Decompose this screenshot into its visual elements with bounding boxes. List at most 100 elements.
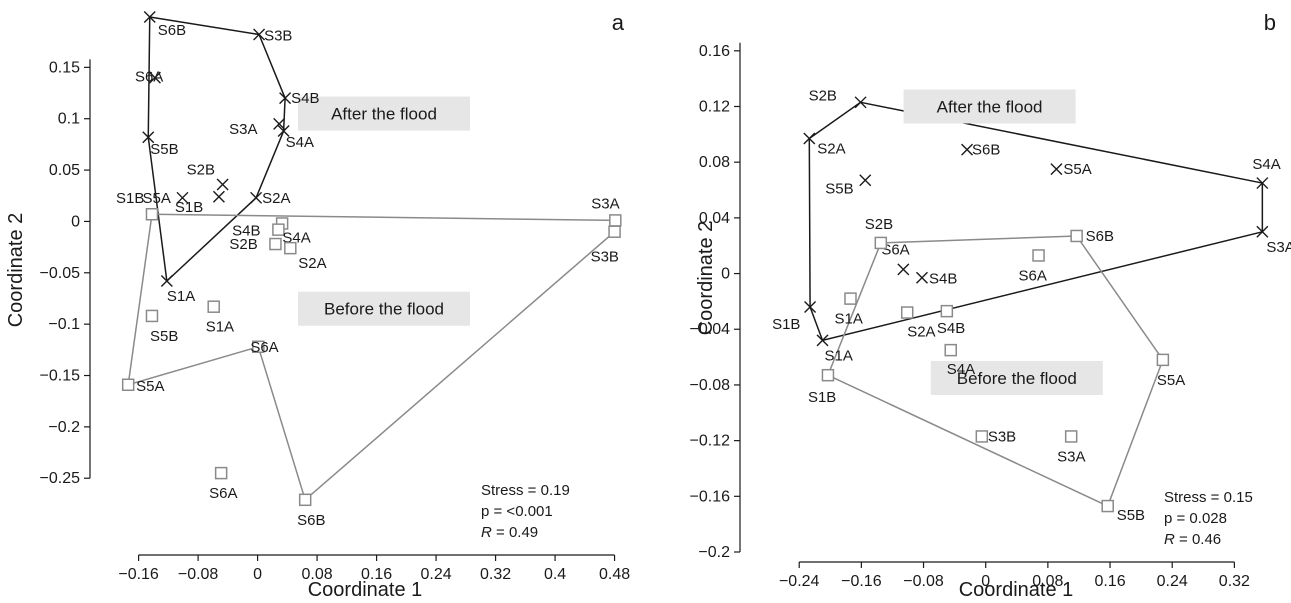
panel-b-before-point-s1b bbox=[821, 368, 835, 382]
panel-a-y-tick-label: 0 bbox=[71, 213, 80, 230]
panel-a-after-point-s3b bbox=[253, 28, 266, 41]
panel-b-y-axis-title: Coordinate 2 bbox=[695, 221, 717, 336]
panel-b-y-tick-label: −0.12 bbox=[690, 433, 731, 450]
panel-b-after-point-s1b bbox=[804, 300, 817, 313]
panel-a-r-value-text: R = 0.49 bbox=[481, 524, 538, 541]
panel-b-y-tick-label: 0.08 bbox=[699, 154, 730, 171]
panel-a-point-label: S6A bbox=[250, 339, 278, 356]
panel-a-before-point-s4a bbox=[272, 223, 285, 236]
panel-b-point-label: S5B bbox=[825, 180, 853, 197]
panel-a-annotation-text: After the flood bbox=[331, 105, 437, 124]
panel-a-point-label: S1A bbox=[167, 288, 195, 305]
panel-a-y-tick-label: −0.15 bbox=[40, 368, 81, 385]
panel-b-point-label: S1A bbox=[825, 347, 853, 364]
panel-a-before-point-s5a bbox=[121, 378, 135, 392]
panel-b-axes: −0.24 −0.16 −0.08 0 0.08 0.16 0.24 0.32 −0.2 −0.1… bbox=[690, 42, 1250, 590]
panel-b-after-point-s2b bbox=[854, 96, 867, 109]
panel-a-after-point-s5b bbox=[142, 131, 155, 144]
panel-b-point-label: S4B bbox=[937, 320, 965, 337]
panel-a-point-label: S1A bbox=[206, 319, 234, 336]
panel-a-annotation-box bbox=[298, 291, 471, 326]
panel-a-y-tick-label: −0.25 bbox=[40, 470, 81, 487]
panel-a-axes: −0.16 −0.08 0 0.08 0.16 0.24 0.32 0.4 0.48 −0.25 −… bbox=[40, 59, 630, 583]
panel-a-before-point-s1b bbox=[145, 207, 159, 221]
panel-b-p-value-text: p = 0.028 bbox=[1164, 510, 1227, 527]
panel-a-point-label: S5B bbox=[150, 328, 178, 345]
panel-b-stress-text: Stress = 0.15 bbox=[1164, 489, 1253, 506]
panel-a-hull-before bbox=[127, 213, 617, 502]
panel-b-after-point-s6a bbox=[897, 263, 910, 276]
panel-b-before-point-s5b bbox=[1101, 499, 1114, 513]
panel-b-before-point-s3b bbox=[975, 430, 989, 443]
panel-a-point-label: S1B bbox=[116, 190, 144, 207]
panel-a-point-label: S3A bbox=[229, 121, 257, 138]
panel-a-y-axis-title: Coordinate 2 bbox=[5, 213, 27, 328]
panel-a-r-value: = 0.49 bbox=[492, 524, 538, 541]
panel-b-point-label: S2A bbox=[817, 141, 845, 158]
panel-a-annotation-before: Before the flood bbox=[298, 291, 471, 326]
panel-a-after-point-s6a bbox=[148, 71, 161, 84]
panel-b-before-point-s2a bbox=[900, 306, 914, 319]
panel-a-after-point-s1b bbox=[212, 190, 225, 203]
panel-a-x-tick-label: 0.16 bbox=[361, 566, 392, 583]
panel-b-x-tick-label: 0 bbox=[981, 573, 990, 590]
panel-b-y-tick-label: 0 bbox=[721, 266, 730, 283]
panel-b-after-point-s1a bbox=[816, 334, 829, 347]
panel-a-before-point-s5b bbox=[145, 309, 159, 323]
panel-b-y-tick-label: 0.04 bbox=[699, 210, 730, 227]
panel-b-before-point-s5a bbox=[1156, 353, 1170, 367]
panel-b-before-point-s3a bbox=[1064, 430, 1078, 443]
panel-a-after-point-s3a bbox=[273, 117, 286, 130]
panel-a-after-point-s4b bbox=[279, 92, 292, 105]
panel-b-before-point-s4b bbox=[940, 304, 954, 318]
panel-b-stats: Stress = 0.15 p = 0.028 R = 0.46 bbox=[1164, 489, 1253, 548]
panel-a-point-label: S2A bbox=[298, 255, 326, 272]
panel-b-annotation-box bbox=[930, 360, 1103, 395]
panel-b-y-tick-label: −0.16 bbox=[690, 488, 731, 505]
panel-a-before-point-s2a bbox=[284, 241, 297, 255]
panel-b-y-tick-label: −0.08 bbox=[690, 377, 731, 394]
panel-a-after-point-s5a bbox=[176, 191, 189, 204]
panel-a-x-axis-title: Coordinate 1 bbox=[308, 579, 423, 601]
panel-b-y-tick-label: −0.04 bbox=[690, 321, 731, 338]
panel-b-x-tick-label: −0.24 bbox=[779, 573, 820, 590]
panel-a-point-label: S3B bbox=[591, 249, 619, 266]
panel-a-x-tick-label: 0.32 bbox=[480, 566, 511, 583]
panel-a-x-tick-label: −0.16 bbox=[118, 566, 159, 583]
panel-b-x-tick-label: 0.16 bbox=[1094, 573, 1125, 590]
panel-b-x-tick-label: 0.32 bbox=[1219, 573, 1250, 590]
panel-a-after-point-s2b bbox=[216, 178, 229, 191]
panel-a-point-label: S2B bbox=[187, 161, 215, 178]
panel-a-y-tick-label: −0.05 bbox=[40, 265, 81, 282]
panel-a-point-label: S3B bbox=[264, 27, 292, 44]
panel-a-annotation-text: Before the flood bbox=[324, 300, 444, 319]
panel-b-hull-before bbox=[826, 235, 1164, 508]
panel-b-point-label: S5A bbox=[1157, 372, 1185, 389]
panel-a-annotation-box bbox=[298, 96, 471, 131]
panel-a-point-label: S2B bbox=[229, 236, 257, 253]
panel-b-annotation-after: After the flood bbox=[903, 89, 1076, 124]
panel-a-after-point-s4a bbox=[277, 125, 290, 138]
panel-a-point-label: S6A bbox=[209, 485, 237, 502]
panel-a-chart: a Coordinate 1 Coordinate 2 Stress = 0.1… bbox=[5, 10, 630, 601]
panel-a-y-tick-label: 0.1 bbox=[58, 111, 80, 128]
panel-b-after-point-s6b bbox=[961, 143, 974, 156]
panel-a-point-label: S6A bbox=[135, 69, 163, 86]
panel-a-x-tick-label: −0.08 bbox=[178, 566, 219, 583]
panel-b-x-tick-label: 0.08 bbox=[1032, 573, 1063, 590]
panel-b-after-point-s4b bbox=[915, 271, 928, 284]
panel-a-point-label: S6B bbox=[297, 512, 325, 529]
panel-b-before-point-s6b bbox=[1070, 229, 1083, 243]
panel-a-point-label: S5A bbox=[136, 378, 164, 395]
panel-b-before-point-s2b bbox=[874, 236, 888, 250]
panel-b-point-label: S6B bbox=[972, 142, 1000, 159]
panel-b-point-label: S6A bbox=[1019, 267, 1047, 284]
panel-a-p-value-text: p = <0.001 bbox=[481, 503, 553, 520]
panel-a-point-label: S2A bbox=[262, 190, 290, 207]
panel-a-stats: Stress = 0.19 p = <0.001 R = 0.49 bbox=[481, 482, 570, 541]
panel-b-y-tick-label: 0.16 bbox=[699, 43, 730, 60]
panel-b-after-point-s3a bbox=[1256, 225, 1269, 238]
panel-b-point-label: S1B bbox=[808, 389, 836, 406]
panel-a-x-tick-label: 0.08 bbox=[302, 566, 333, 583]
panel-a-y-tick-label: −0.2 bbox=[48, 419, 80, 436]
